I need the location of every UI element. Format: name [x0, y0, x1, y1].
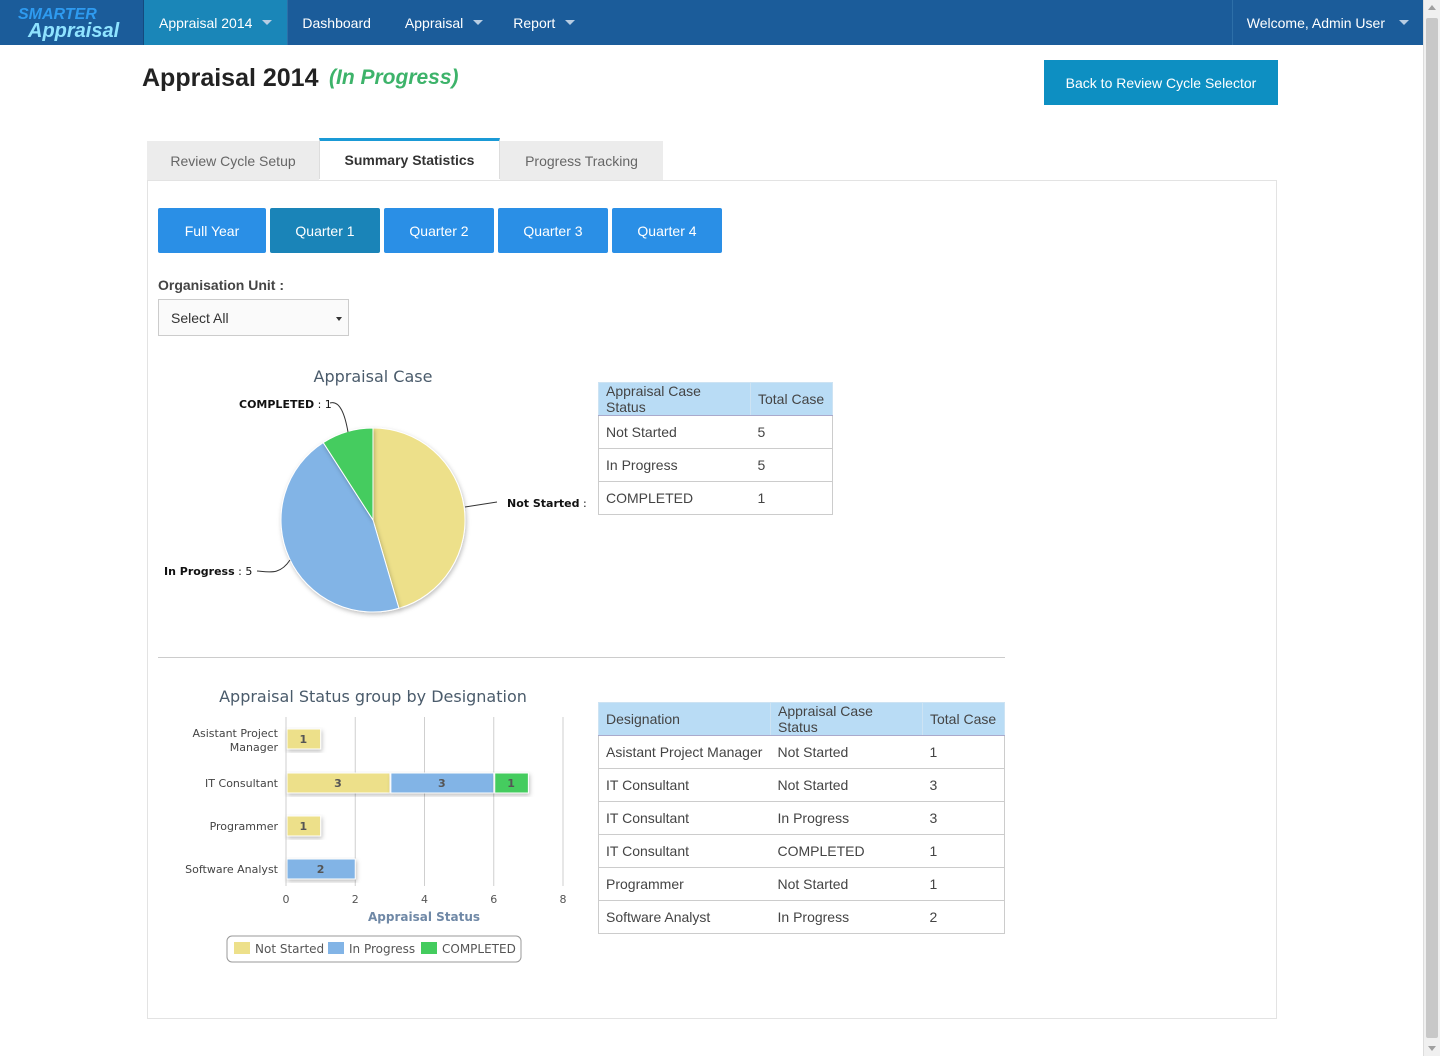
- cell-status: In Progress: [770, 801, 923, 835]
- tab-summary-statistics[interactable]: Summary Statistics: [319, 138, 500, 179]
- nav-report[interactable]: Report: [497, 0, 590, 45]
- table-row: IT Consultant COMPLETED 1: [598, 834, 1005, 868]
- table-row: Programmer Not Started 1: [598, 867, 1005, 901]
- period-quarter-4-button[interactable]: Quarter 4: [612, 208, 722, 253]
- col-header-designation: Designation: [598, 702, 771, 736]
- back-to-review-cycle-button[interactable]: Back to Review Cycle Selector: [1044, 60, 1278, 105]
- tab-progress-tracking[interactable]: Progress Tracking: [500, 141, 663, 181]
- chevron-down-icon: [262, 20, 273, 25]
- cell-status: COMPLETED: [770, 834, 923, 868]
- cell-designation: IT Consultant: [598, 834, 771, 868]
- period-quarter-1-button[interactable]: Quarter 1: [270, 208, 380, 253]
- chevron-down-icon: [1399, 20, 1409, 25]
- dropdown-arrow-icon: [336, 317, 342, 321]
- vertical-scrollbar[interactable]: [1423, 0, 1440, 1056]
- col-header-status: Appraisal Case Status: [598, 382, 751, 416]
- nav-appraisal[interactable]: Appraisal: [389, 0, 497, 45]
- case-status-table: Appraisal Case Status Total Case Not Sta…: [598, 382, 833, 515]
- period-full-year-button[interactable]: Full Year: [158, 208, 266, 253]
- cell-designation: IT Consultant: [598, 801, 771, 835]
- col-header-total: Total Case: [750, 382, 833, 416]
- welcome-text: Welcome, Admin User: [1246, 14, 1385, 31]
- cell-total: 2: [922, 900, 1005, 934]
- table-row: Software Analyst In Progress 2: [598, 900, 1005, 934]
- chevron-down-icon: [565, 20, 576, 25]
- designation-table: Designation Appraisal Case Status Total …: [598, 702, 1005, 934]
- org-unit-label: Organisation Unit :: [158, 277, 284, 293]
- nav-item-label: Appraisal 2014: [159, 14, 253, 31]
- cell-designation: Programmer: [598, 867, 771, 901]
- nav-item-label: Dashboard: [302, 14, 371, 31]
- table-row: In Progress 5: [598, 448, 833, 482]
- cell-designation: IT Consultant: [598, 768, 771, 802]
- cell-total: 1: [922, 867, 1005, 901]
- cell-status: Not Started: [770, 867, 923, 901]
- logo-top-text: SMARTER: [18, 6, 97, 23]
- cell-total: 1: [750, 481, 833, 515]
- table-row: COMPLETED 1: [598, 481, 833, 515]
- cell-status: COMPLETED: [598, 481, 751, 515]
- org-unit-selected-value: Select All: [171, 309, 229, 326]
- cell-status: Not Started: [770, 768, 923, 802]
- period-quarter-3-button[interactable]: Quarter 3: [498, 208, 608, 253]
- table-row: Asistant Project Manager Not Started 1: [598, 735, 1005, 769]
- logo-bottom-text: Appraisal: [28, 20, 120, 42]
- cell-designation: Software Analyst: [598, 900, 771, 934]
- period-quarter-2-button[interactable]: Quarter 2: [384, 208, 494, 253]
- scroll-down-icon[interactable]: [1428, 1046, 1436, 1051]
- cycle-status: (In Progress): [329, 66, 459, 89]
- page-title: Appraisal 2014: [142, 64, 319, 92]
- table-row: Not Started 5: [598, 415, 833, 449]
- scrollbar-thumb[interactable]: [1426, 18, 1438, 1038]
- cell-status: Not Started: [770, 735, 923, 769]
- section-divider: [158, 657, 1005, 658]
- cell-status: In Progress: [770, 900, 923, 934]
- scroll-up-icon[interactable]: [1428, 5, 1436, 10]
- table-header-row: Designation Appraisal Case Status Total …: [598, 702, 1005, 736]
- app-logo[interactable]: SMARTER Appraisal: [0, 0, 144, 45]
- table-row: IT Consultant Not Started 3: [598, 768, 1005, 802]
- nav-appraisal-2014[interactable]: Appraisal 2014: [144, 0, 289, 45]
- tab-review-cycle-setup[interactable]: Review Cycle Setup: [147, 141, 319, 181]
- cell-total: 3: [922, 801, 1005, 835]
- table-row: IT Consultant In Progress 3: [598, 801, 1005, 835]
- cell-designation: Asistant Project Manager: [598, 735, 771, 769]
- cell-status: Not Started: [598, 415, 751, 449]
- nav-item-label: Report: [513, 14, 556, 31]
- col-header-status: Appraisal Case Status: [770, 702, 923, 736]
- nav-dashboard[interactable]: Dashboard: [288, 0, 389, 45]
- org-unit-select[interactable]: Select All: [158, 299, 349, 336]
- cell-total: 1: [922, 735, 1005, 769]
- cell-status: In Progress: [598, 448, 751, 482]
- cell-total: 1: [922, 834, 1005, 868]
- top-navbar: SMARTER Appraisal Appraisal 2014 Dashboa…: [0, 0, 1440, 45]
- cell-total: 5: [750, 448, 833, 482]
- cell-total: 3: [922, 768, 1005, 802]
- table-header-row: Appraisal Case Status Total Case: [598, 382, 833, 416]
- cell-total: 5: [750, 415, 833, 449]
- col-header-total: Total Case: [922, 702, 1005, 736]
- nav-item-label: Appraisal: [404, 14, 464, 31]
- chevron-down-icon: [473, 20, 484, 25]
- user-menu[interactable]: Welcome, Admin User: [1231, 0, 1423, 45]
